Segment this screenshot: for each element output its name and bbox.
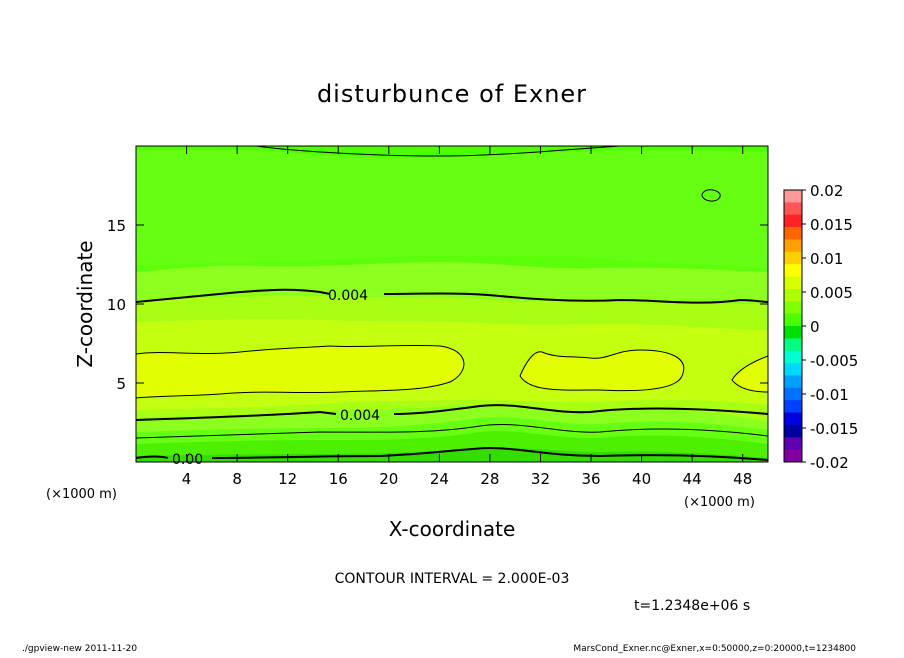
colorbar-band	[784, 363, 802, 376]
colorbar-band	[784, 326, 802, 339]
contour-label-zero: 0.00	[172, 452, 203, 468]
colorbar-tick-label: -0.02	[810, 454, 849, 472]
colorbar-band	[784, 251, 802, 265]
contour-label-lower: 0.004	[340, 408, 380, 424]
colorbar-tick-label: 0.01	[810, 250, 843, 268]
colorbar-band	[784, 449, 802, 463]
colorbar-tick-label: -0.015	[810, 420, 858, 438]
colorbar-band	[784, 276, 802, 290]
x-tick-label: 32	[531, 470, 550, 488]
x-axis: 4 8 12 16 20 24 28 32 36 40 44 48	[182, 146, 752, 488]
x-tick-label: 24	[430, 470, 449, 488]
colorbar-band	[784, 375, 802, 389]
colorbar-band	[784, 301, 802, 315]
x-tick-label: 8	[232, 470, 242, 488]
colorbar-band	[784, 202, 802, 216]
band-light-green	[136, 262, 768, 304]
contour-line-thin-a	[136, 424, 768, 439]
y-axis: 5 10 15	[107, 217, 768, 393]
x-tick-label: 16	[329, 470, 348, 488]
colorbar-band	[784, 412, 802, 426]
colorbar-band	[784, 190, 802, 203]
colorbar-band	[784, 288, 802, 302]
colorbar-band	[784, 239, 802, 253]
blob-yellow-right	[731, 355, 768, 393]
colorbar-tick-label: 0	[810, 318, 820, 336]
colorbar-band	[784, 350, 802, 364]
colorbar-band	[784, 387, 802, 401]
x-tick-label: 44	[683, 470, 702, 488]
colorbar-band	[784, 437, 802, 451]
contour-line-top	[255, 146, 621, 157]
colorbar-tick-label: 0.015	[810, 216, 853, 234]
blob-yellow-mid	[519, 349, 685, 392]
band-lower-4	[136, 447, 768, 462]
colorbar-tick-label: -0.005	[810, 352, 858, 370]
colorbar-tick-label: 0.005	[810, 284, 853, 302]
colorbar-tick-label: -0.01	[810, 386, 849, 404]
footer-left: ./gpview-new 2011-11-20	[22, 644, 137, 654]
y-tick-label: 10	[107, 296, 126, 314]
contour-line-0004-lower	[136, 404, 768, 421]
contour-interval-label: CONTOUR INTERVAL = 2.000E-03	[335, 571, 570, 587]
blob-yellow-left	[136, 344, 465, 399]
y-axis-label: Z-coordinate	[73, 240, 97, 367]
x-tick-label: 36	[581, 470, 600, 488]
y-tick-label: 15	[107, 217, 126, 235]
x-tick-label: 48	[733, 470, 752, 488]
colorbar-band	[784, 313, 802, 327]
y-tick-label: 5	[116, 375, 126, 393]
y-axis-unit: (×1000 m)	[46, 487, 117, 502]
chart-title: disturbunce of Exner	[317, 80, 587, 108]
colorbar: 0.02 0.015 0.01 0.005 0 -0.005 -0.01 -0.015 -0.0…	[783, 182, 858, 472]
x-tick-label: 20	[379, 470, 398, 488]
colorbar-band	[784, 227, 802, 240]
band-upper-1	[136, 146, 768, 268]
colorbar-band	[784, 264, 802, 278]
plot-area: 0.004 0.004 0.00	[135, 145, 769, 468]
colorbar-band	[784, 424, 802, 438]
contour-line-zero	[136, 446, 768, 461]
x-tick-label: 40	[632, 470, 651, 488]
contour-line-0004-upper	[136, 288, 768, 304]
colorbar-band	[784, 400, 802, 414]
band-top-strip	[136, 146, 768, 158]
colorbar-tick-label: 0.02	[810, 182, 843, 200]
x-axis-unit: (×1000 m)	[684, 495, 755, 510]
colorbar-band	[784, 338, 802, 352]
contour-label-upper: 0.004	[328, 288, 368, 304]
x-axis-label: X-coordinate	[389, 517, 516, 541]
contour-small-ring	[701, 189, 721, 202]
time-label: t=1.2348e+06 s	[634, 598, 750, 614]
footer-right: MarsCond_Exner.nc@Exner,x=0:50000,z=0:20…	[573, 644, 856, 654]
x-tick-label: 28	[480, 470, 499, 488]
colorbar-band	[784, 214, 802, 228]
x-tick-label: 4	[182, 470, 192, 488]
x-tick-label: 12	[278, 470, 297, 488]
